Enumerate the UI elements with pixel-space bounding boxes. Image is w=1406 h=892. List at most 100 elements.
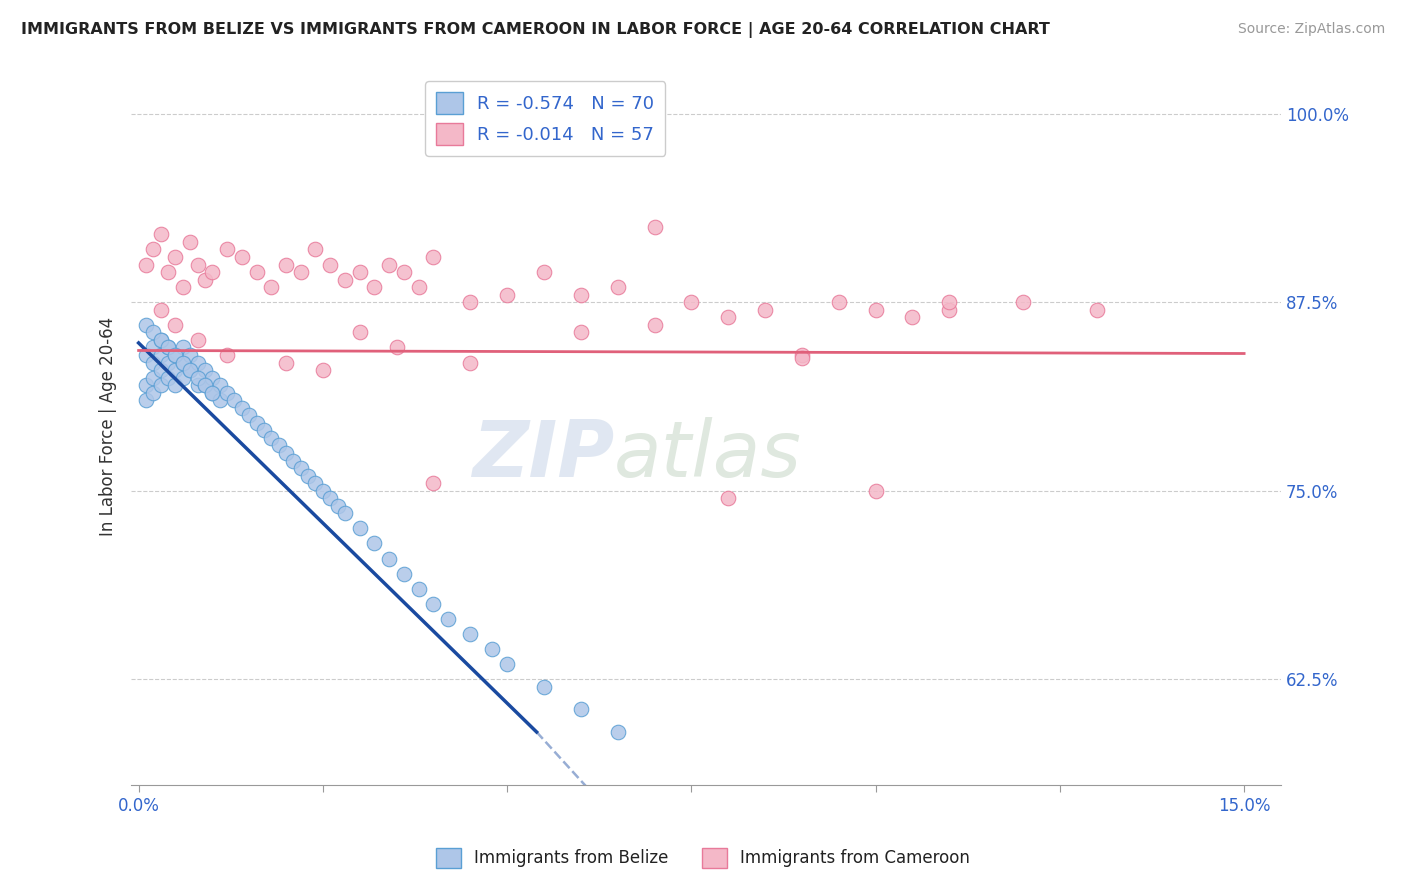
Point: [363, 280, 385, 294]
Point: [458, 355, 481, 369]
Point: [245, 416, 267, 430]
Point: [172, 355, 194, 369]
Point: [157, 355, 180, 369]
Point: [274, 355, 297, 369]
Point: [496, 657, 519, 672]
Point: [157, 265, 180, 279]
Point: [363, 536, 385, 550]
Point: [135, 258, 157, 272]
Point: [260, 431, 283, 445]
Point: [194, 378, 217, 392]
Point: [349, 326, 371, 340]
Point: [274, 258, 297, 272]
Point: [569, 326, 592, 340]
Point: [142, 341, 165, 355]
Point: [135, 378, 157, 392]
Point: [437, 612, 460, 626]
Point: [458, 627, 481, 641]
Point: [187, 370, 209, 384]
Text: IMMIGRANTS FROM BELIZE VS IMMIGRANTS FROM CAMEROON IN LABOR FORCE | AGE 20-64 CO: IMMIGRANTS FROM BELIZE VS IMMIGRANTS FRO…: [21, 22, 1050, 38]
Point: [215, 385, 238, 400]
Point: [142, 385, 165, 400]
Point: [458, 295, 481, 310]
Point: [533, 265, 555, 279]
Point: [326, 499, 349, 513]
Point: [378, 551, 401, 566]
Point: [179, 348, 201, 362]
Point: [149, 378, 172, 392]
Point: [304, 243, 326, 257]
Point: [533, 680, 555, 694]
Point: [408, 280, 430, 294]
Point: [165, 250, 187, 264]
Point: [172, 355, 194, 369]
Point: [157, 341, 180, 355]
Text: Source: ZipAtlas.com: Source: ZipAtlas.com: [1237, 22, 1385, 37]
Point: [274, 446, 297, 460]
Point: [157, 341, 180, 355]
Point: [865, 483, 887, 498]
Point: [245, 265, 267, 279]
Point: [231, 401, 253, 415]
Point: [290, 461, 312, 475]
Point: [422, 597, 444, 611]
Point: [149, 302, 172, 317]
Point: [215, 348, 238, 362]
Point: [606, 280, 628, 294]
Point: [569, 702, 592, 716]
Point: [319, 491, 342, 506]
Point: [828, 295, 851, 310]
Point: [172, 341, 194, 355]
Point: [319, 258, 342, 272]
Point: [165, 363, 187, 377]
Point: [290, 265, 312, 279]
Point: [135, 348, 157, 362]
Point: [496, 287, 519, 301]
Point: [681, 295, 703, 310]
Point: [179, 363, 201, 377]
Point: [149, 348, 172, 362]
Point: [422, 476, 444, 491]
Point: [717, 491, 740, 506]
Point: [179, 235, 201, 249]
Point: [187, 333, 209, 347]
Point: [938, 295, 960, 310]
Point: [333, 506, 356, 520]
Point: [312, 363, 335, 377]
Point: [149, 227, 172, 242]
Point: [187, 258, 209, 272]
Point: [569, 287, 592, 301]
Point: [165, 348, 187, 362]
Point: [333, 272, 356, 286]
Point: [172, 280, 194, 294]
Point: [1085, 302, 1108, 317]
Point: [349, 521, 371, 535]
Point: [194, 378, 217, 392]
Point: [215, 243, 238, 257]
Point: [142, 243, 165, 257]
Point: [938, 302, 960, 317]
Point: [194, 363, 217, 377]
Text: atlas: atlas: [614, 417, 801, 493]
Point: [312, 483, 335, 498]
Point: [149, 363, 172, 377]
Point: [606, 725, 628, 739]
Point: [142, 326, 165, 340]
Point: [142, 355, 165, 369]
Point: [165, 348, 187, 362]
Point: [135, 318, 157, 332]
Point: [392, 265, 415, 279]
Point: [392, 566, 415, 581]
Point: [208, 393, 231, 408]
Point: [135, 393, 157, 408]
Point: [149, 333, 172, 347]
Point: [385, 341, 408, 355]
Point: [194, 272, 217, 286]
Point: [165, 378, 187, 392]
Point: [901, 310, 924, 325]
Point: [283, 453, 305, 467]
Point: [142, 370, 165, 384]
Point: [644, 318, 666, 332]
Point: [201, 265, 224, 279]
Point: [165, 318, 187, 332]
